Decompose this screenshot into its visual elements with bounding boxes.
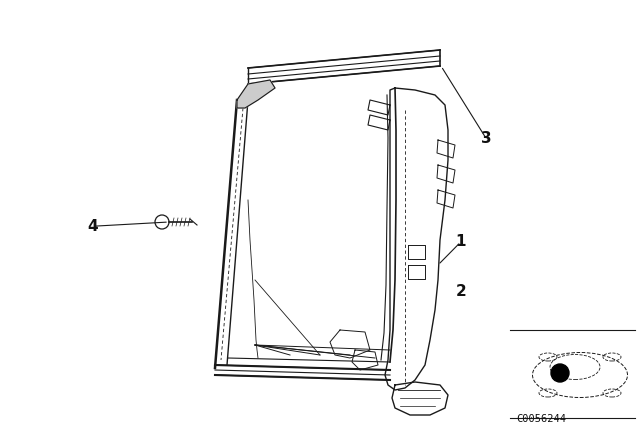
Text: 3: 3	[481, 131, 492, 146]
Text: 2: 2	[456, 284, 466, 299]
Polygon shape	[237, 80, 275, 108]
Text: 4: 4	[88, 219, 98, 234]
Text: C0056244: C0056244	[516, 414, 566, 424]
Circle shape	[551, 364, 569, 382]
Text: 1: 1	[456, 234, 466, 250]
